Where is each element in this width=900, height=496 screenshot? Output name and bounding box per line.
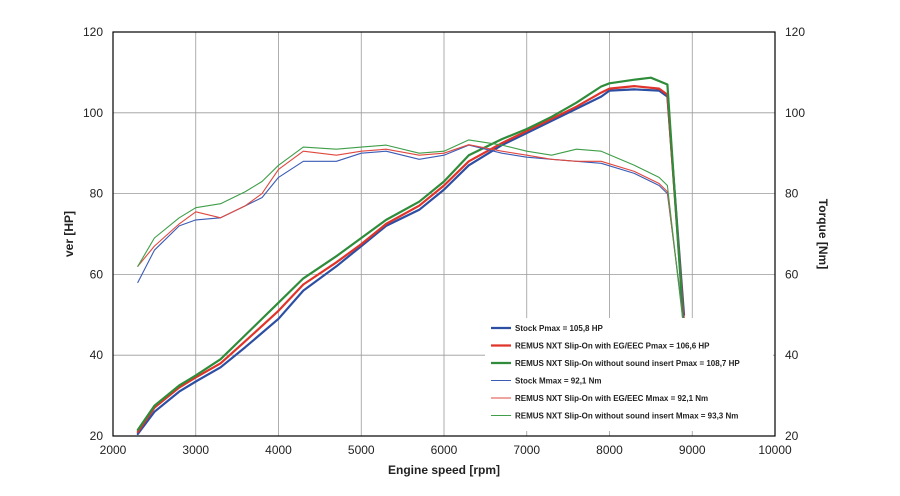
legend-label: REMUS NXT Slip-On without sound insert M…	[515, 412, 738, 421]
series-layer	[136, 76, 686, 436]
series-line-4	[137, 144, 685, 324]
left-y-tick-label: 60	[90, 267, 104, 281]
series-line-3	[136, 76, 686, 431]
right-y-tick-label: 100	[785, 106, 805, 120]
left-y-axis-title: ver [HP]	[62, 211, 76, 257]
x-tick-label: 4000	[265, 443, 292, 457]
right-y-tick-label: 40	[785, 348, 799, 362]
x-tick-label: 6000	[431, 443, 458, 457]
x-tick-label: 10000	[758, 443, 792, 457]
series-line-6	[137, 139, 685, 332]
legend-label: Stock Mmax = 92,1 Nm	[515, 377, 601, 386]
x-tick-label: 2000	[100, 443, 127, 457]
x-tick-label: 3000	[182, 443, 209, 457]
left-y-tick-label: 20	[90, 429, 104, 443]
left-y-tick-label: 40	[90, 348, 104, 362]
right-y-axis-title: Torque [Nm]	[816, 199, 830, 269]
left-y-tick-label: 80	[90, 187, 104, 201]
grid	[113, 32, 775, 436]
x-tick-label: 9000	[679, 443, 706, 457]
left-y-tick-label: 120	[83, 25, 103, 39]
series-line-1	[136, 88, 686, 436]
legend-label: REMUS NXT Slip-On with EG/EEC Pmax = 106…	[515, 342, 710, 351]
right-y-tick-label: 80	[785, 187, 799, 201]
x-tick-label: 5000	[348, 443, 375, 457]
legend-label: Stock Pmax = 105,8 HP	[515, 324, 603, 333]
legend-label: REMUS NXT Slip-On with EG/EEC Mmax = 92,…	[515, 394, 708, 403]
legend: Stock Pmax = 105,8 HP REMUS NXT Slip-On w…	[485, 318, 773, 431]
legend-label: REMUS NXT Slip-On without sound insert P…	[515, 359, 740, 368]
series-line-2	[136, 84, 686, 434]
right-y-tick-label: 120	[785, 25, 805, 39]
series-line-5	[137, 144, 685, 328]
right-y-tick-label: 60	[785, 267, 799, 281]
x-tick-label: 7000	[513, 443, 540, 457]
x-axis-title: Engine speed [rpm]	[388, 463, 500, 477]
right-y-tick-label: 20	[785, 429, 799, 443]
plot-area	[112, 31, 776, 437]
legend-box	[485, 318, 773, 431]
x-tick-label: 8000	[596, 443, 623, 457]
left-y-tick-label: 100	[83, 106, 103, 120]
